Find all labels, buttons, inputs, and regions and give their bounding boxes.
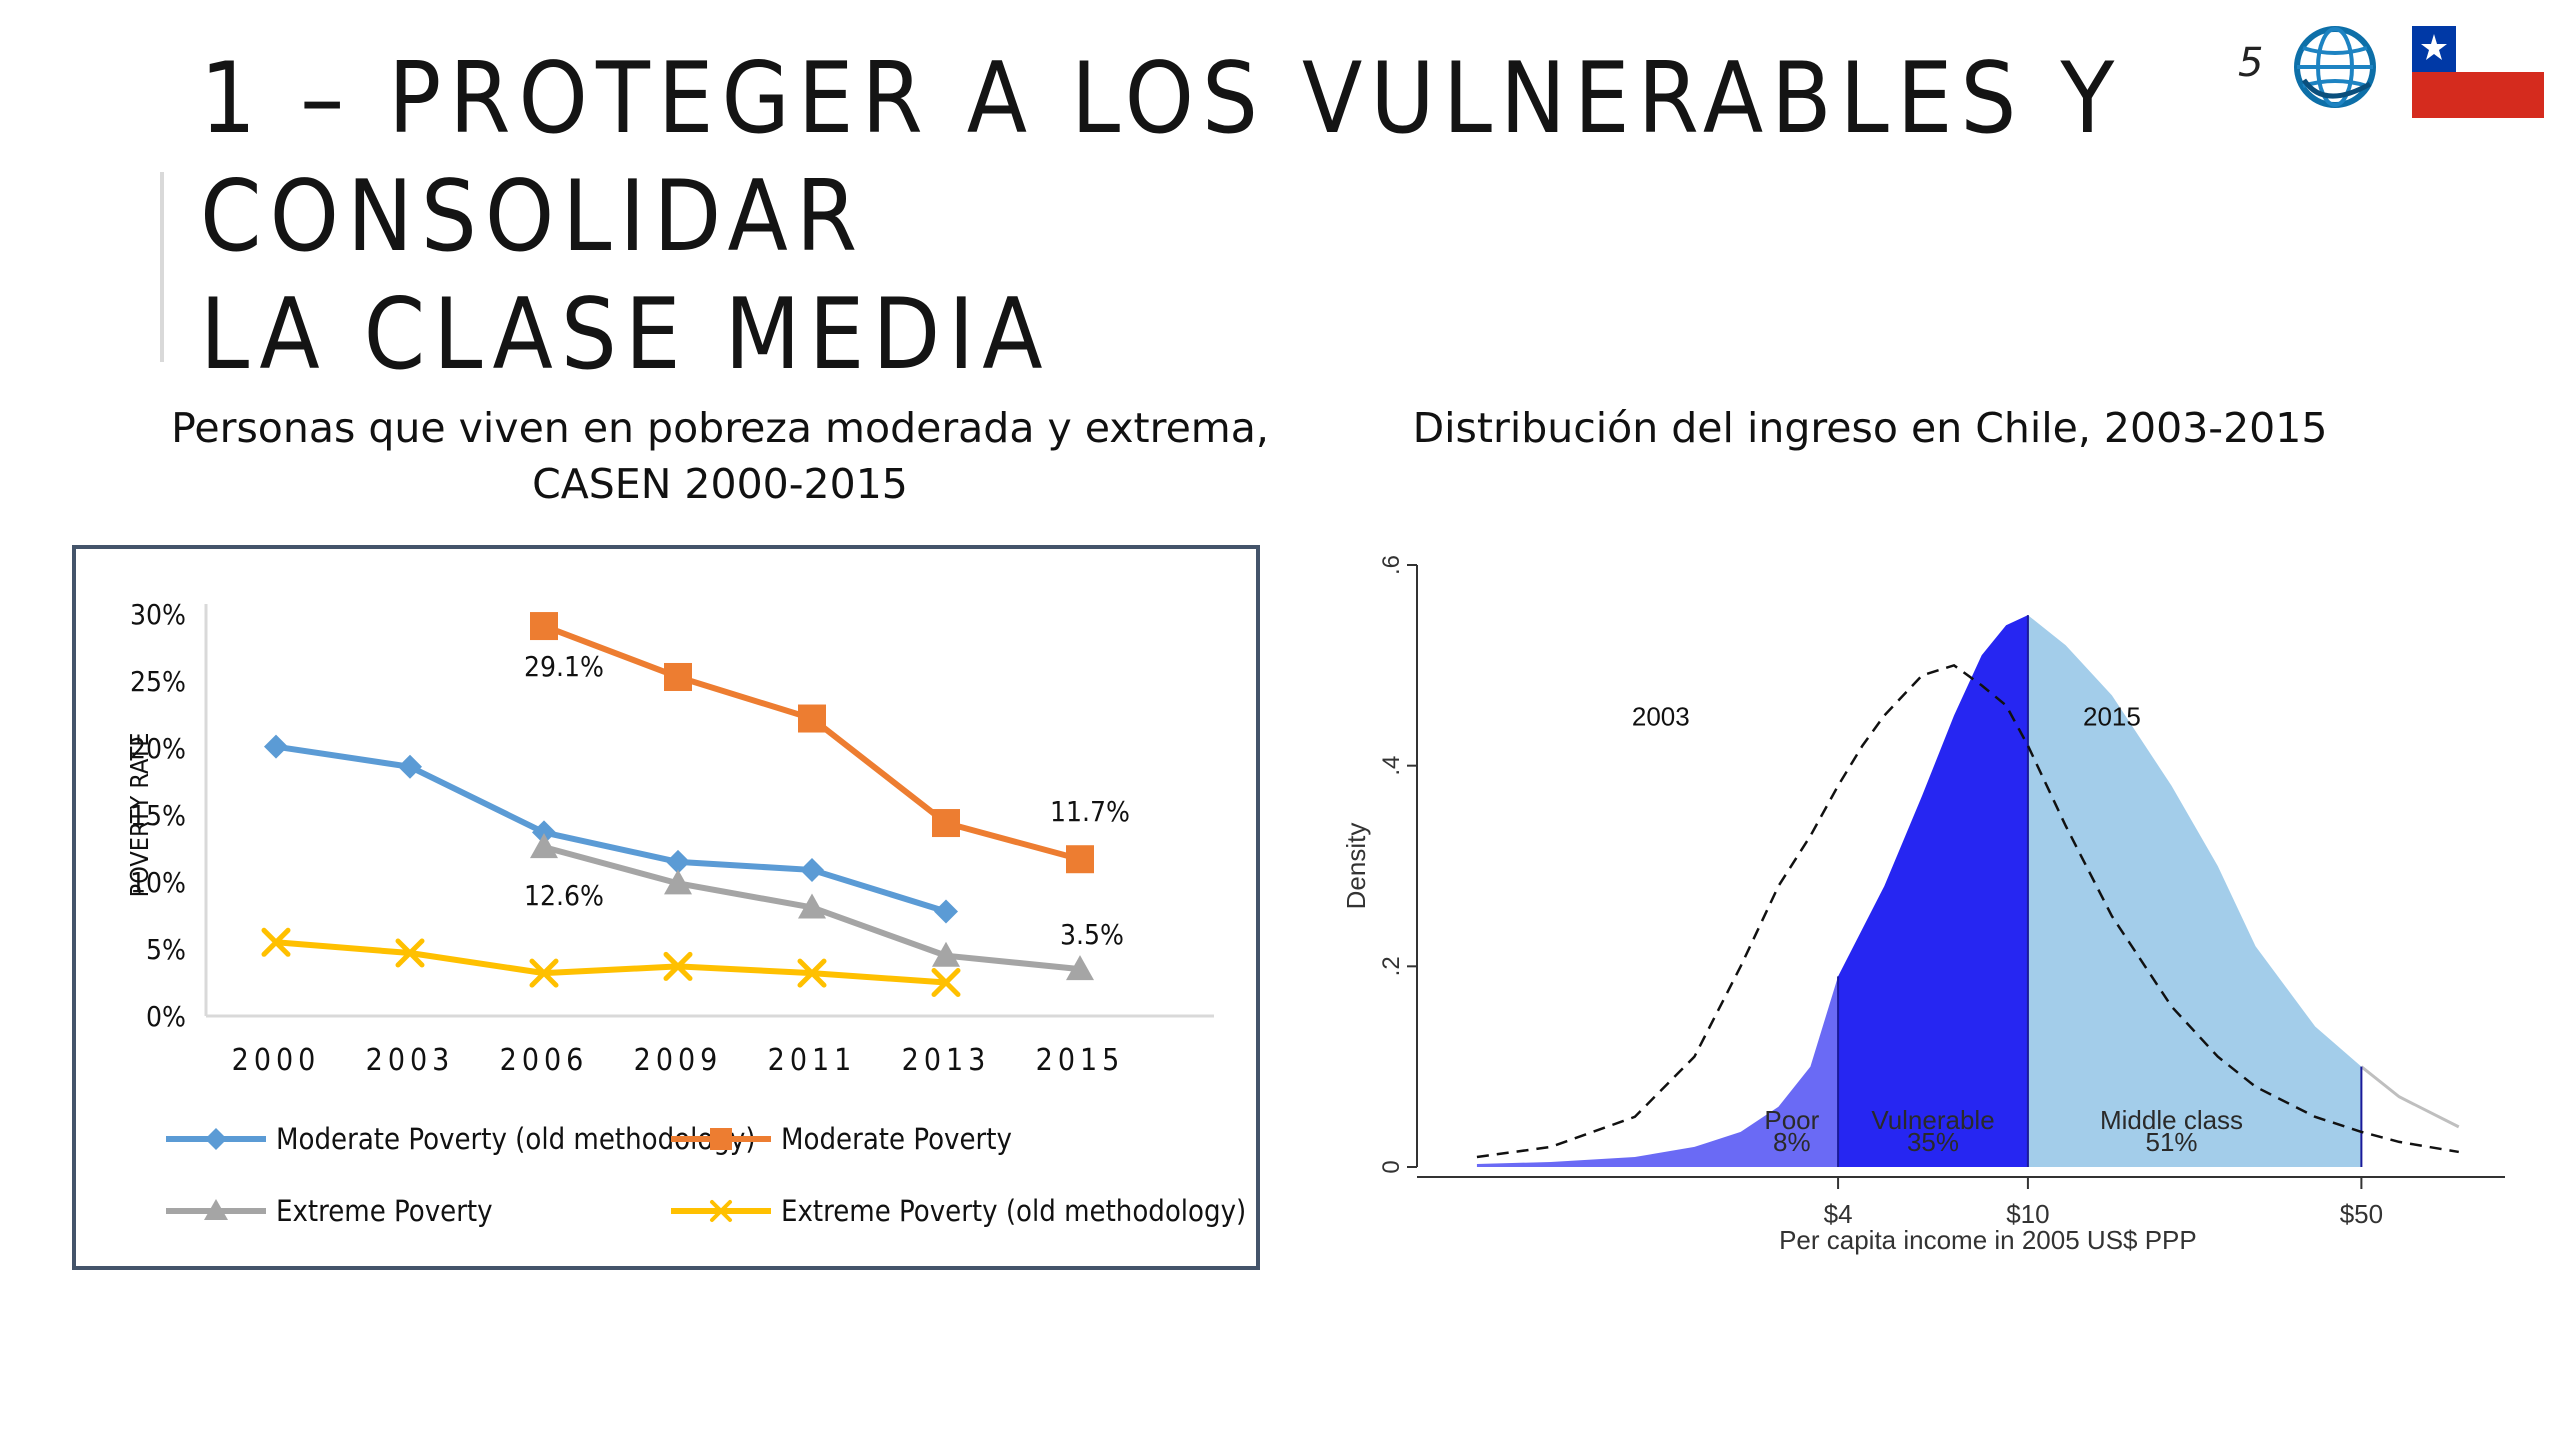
legend-marker	[710, 1128, 732, 1150]
y-tick-label: .2	[1378, 956, 1405, 976]
region-label-poor: Poor	[1764, 1105, 1819, 1135]
series-line-extreme-poverty-old-methodology	[275, 939, 947, 986]
region-share-poor: 8%	[1773, 1127, 1811, 1157]
legend-label: Moderate Poverty	[781, 1122, 1012, 1156]
legend-label: Extreme Poverty (old methodology)	[781, 1194, 1246, 1228]
x-mark-stroke	[797, 958, 827, 988]
density-region-middle-class	[2027, 615, 2362, 1167]
poverty-chart-title-line-2: CASEN 2000-2015	[532, 460, 908, 508]
x-axis-label: Per capita income in 2005 US$ PPP	[1779, 1225, 2197, 1255]
data-point-extreme-poverty-old-methodology	[931, 968, 961, 997]
data-point-extreme-poverty	[798, 893, 826, 919]
y-tick-label: .4	[1378, 756, 1405, 776]
data-point-extreme-poverty-old-methodology	[261, 927, 291, 957]
data-point-moderate-poverty	[798, 704, 826, 733]
x-tick-label: $4	[1824, 1199, 1853, 1229]
annotation-year-2015: 2015	[2083, 702, 2141, 732]
density-line-2015-tail	[2360, 1065, 2460, 1129]
x-tick-label: $50	[2340, 1199, 2383, 1229]
x-tick-label: 2006	[500, 1043, 589, 1078]
data-point-extreme-poverty	[1066, 955, 1094, 981]
x-tick-label: 2000	[232, 1043, 321, 1078]
x-mark-stroke	[710, 1200, 732, 1222]
data-point-moderate-poverty-old-methodology	[934, 899, 958, 924]
region-share-middle-class: 51%	[2146, 1127, 2198, 1157]
legend-label: Extreme Poverty	[276, 1194, 493, 1228]
region-label-middle-class: Middle class	[2100, 1105, 2243, 1135]
legend-marker	[205, 1128, 227, 1150]
legend-item-moderate-poverty-old-methodology: Moderate Poverty (old methodology)	[166, 1122, 756, 1156]
x-mark-stroke	[529, 958, 559, 988]
poverty-chart-title: Personas que viven en pobreza moderada y…	[150, 400, 1290, 512]
slide-title-line-1: 1 – PROTEGER A LOS VULNERABLES Y CONSOLI…	[200, 42, 2123, 274]
data-point-moderate-poverty-old-methodology	[398, 754, 422, 779]
y-tick-label: 10%	[130, 866, 186, 899]
slide-title-line-2: LA CLASE MEDIA	[200, 278, 1051, 392]
x-tick-label: 2015	[1036, 1043, 1125, 1078]
annotation-year-2003: 2003	[1632, 702, 1690, 732]
density-line-2003	[1476, 663, 2459, 1159]
legend-marker	[710, 1200, 732, 1222]
y-tick-label: 0%	[146, 1000, 186, 1033]
x-tick-label: 2003	[366, 1043, 455, 1078]
data-point-moderate-poverty-old-methodology	[532, 820, 556, 845]
chile-flag-icon	[2412, 26, 2544, 118]
world-bank-globe-icon	[2294, 26, 2376, 108]
y-tick-label: 0	[1378, 1160, 1405, 1173]
data-point-extreme-poverty	[530, 833, 558, 859]
y-tick-label: .6	[1378, 555, 1405, 575]
x-tick-label: 2011	[768, 1043, 857, 1078]
page-number: 5	[2238, 40, 2264, 86]
accent-rule	[160, 172, 164, 362]
data-label: 3.5%	[1060, 918, 1124, 951]
x-mark-stroke	[663, 951, 693, 981]
legend-item-extreme-poverty: Extreme Poverty	[166, 1194, 493, 1228]
density-region-vulnerable	[1838, 615, 2028, 1167]
x-mark-stroke	[931, 968, 961, 997]
x-tick-label: $10	[2006, 1199, 2049, 1229]
poverty-line-chart: 0% 5% 10% 15% 20% 25% 30% POVERTY RATE 2000 2003 2…	[125, 598, 1246, 1228]
y-tick-label: 30%	[130, 598, 186, 631]
data-label: 11.7%	[1050, 795, 1130, 828]
x-tick-label: 2013	[902, 1043, 991, 1078]
income-chart-panel: 0 .2 .4 .6 Density $4 $10 $50 Per capita income …	[1325, 525, 2510, 1285]
region-label-vulnerable: Vulnerable	[1871, 1105, 1994, 1135]
data-point-extreme-poverty-old-methodology	[395, 938, 425, 968]
data-point-moderate-poverty-old-methodology	[264, 734, 288, 759]
series-line-moderate-poverty	[542, 623, 1081, 863]
y-tick-label: 15%	[130, 799, 186, 832]
density-region-poor	[1476, 976, 1839, 1167]
x-mark-stroke	[261, 927, 291, 957]
data-point-moderate-poverty	[932, 809, 960, 838]
data-point-extreme-poverty	[932, 941, 960, 967]
legend-item-extreme-poverty-old-methodology: Extreme Poverty (old methodology)	[671, 1194, 1246, 1228]
data-point-extreme-poverty-old-methodology	[663, 951, 693, 981]
y-axis-label: Density	[1341, 823, 1371, 910]
data-point-extreme-poverty	[664, 869, 692, 895]
legend-item-moderate-poverty: Moderate Poverty	[671, 1122, 1012, 1156]
y-axis-label: POVERTY RATE	[125, 733, 154, 898]
slide-title: 1 – PROTEGER A LOS VULNERABLES Y CONSOLI…	[200, 40, 2160, 394]
data-point-moderate-poverty	[530, 612, 558, 641]
income-chart-title: Distribución del ingreso en Chile, 2003-…	[1412, 404, 2328, 452]
region-share-vulnerable: 35%	[1907, 1127, 1959, 1157]
data-point-moderate-poverty	[664, 662, 692, 691]
income-density-chart: 0 .2 .4 .6 Density $4 $10 $50 Per capita income …	[1341, 555, 2505, 1255]
data-point-extreme-poverty-old-methodology	[797, 958, 827, 988]
data-point-moderate-poverty	[1066, 845, 1094, 874]
y-tick-label: 5%	[146, 933, 186, 966]
series-line-moderate-poverty-old-methodology	[275, 743, 947, 915]
legend-marker	[204, 1199, 228, 1220]
data-label: 29.1%	[524, 650, 604, 683]
data-point-extreme-poverty-old-methodology	[529, 958, 559, 988]
data-point-moderate-poverty-old-methodology	[800, 857, 824, 882]
data-label: 12.6%	[524, 879, 604, 912]
x-tick-label: 2009	[634, 1043, 723, 1078]
x-mark-stroke	[395, 938, 425, 968]
y-tick-label: 20%	[130, 732, 186, 765]
poverty-chart-panel: 0% 5% 10% 15% 20% 25% 30% POVERTY RATE 2000 2003 2…	[72, 545, 1260, 1270]
y-tick-label: 25%	[130, 665, 186, 698]
poverty-chart-title-line-1: Personas que viven en pobreza moderada y…	[171, 404, 1269, 452]
data-point-moderate-poverty-old-methodology	[666, 849, 690, 874]
